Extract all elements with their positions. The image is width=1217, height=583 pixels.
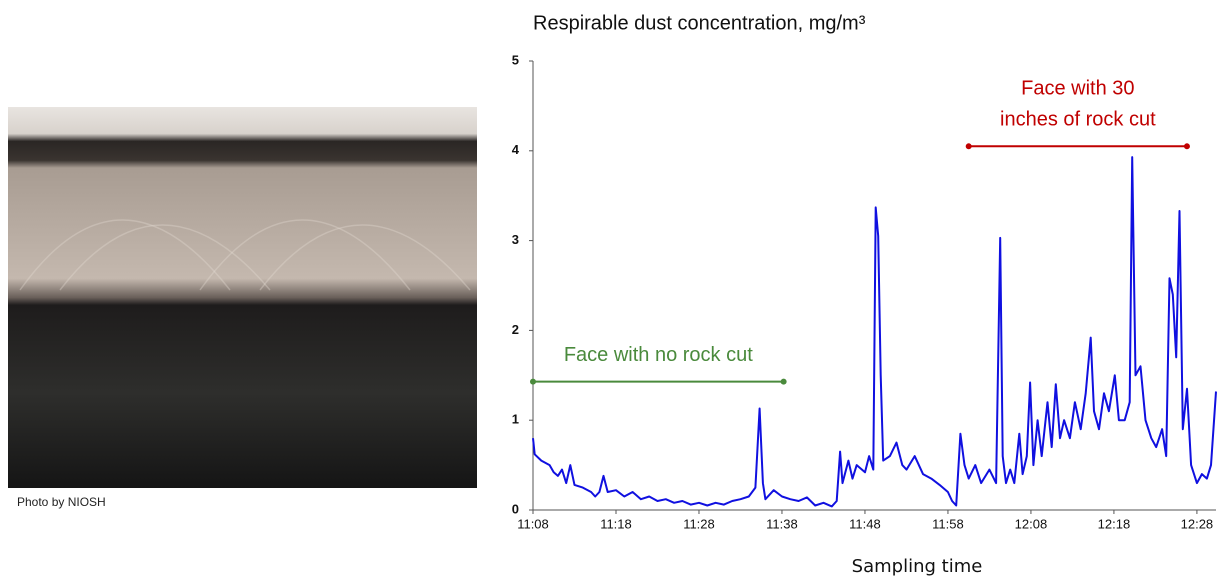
annotation-end xyxy=(1183,143,1190,150)
annotation-end xyxy=(530,378,536,385)
x-tick-label: 11:18 xyxy=(600,516,632,531)
y-tick-label: 5 xyxy=(512,52,519,67)
x-tick-label: 11:28 xyxy=(683,516,715,531)
y-tick-label: 0 xyxy=(512,501,519,516)
annotation-end xyxy=(780,378,787,385)
data-line xyxy=(532,156,1217,508)
y-tick-label: 2 xyxy=(512,322,519,337)
x-tick-label: 11:58 xyxy=(932,516,964,531)
photo-texture xyxy=(19,219,471,291)
photo-caption: Photo by NIOSH xyxy=(17,495,106,509)
annotation-text: Face with no rock cut xyxy=(564,344,753,366)
x-tick-label: 11:08 xyxy=(517,516,549,531)
x-tick-label: 11:48 xyxy=(849,516,881,531)
photo xyxy=(8,107,477,488)
chart-title: Respirable dust concentration, mg/m³ xyxy=(533,12,866,34)
photo-image xyxy=(8,107,477,488)
x-axis-label: Sampling time xyxy=(852,556,983,577)
annotation-text: inches of rock cut xyxy=(1000,109,1156,131)
x-tick-label: 12:18 xyxy=(1098,516,1131,531)
annotation-text: Face with 30 xyxy=(1021,78,1134,100)
x-tick-label: 12:08 xyxy=(1015,516,1048,531)
x-tick-label: 12:28 xyxy=(1181,516,1214,531)
y-tick-label: 3 xyxy=(512,232,519,247)
y-tick-label: 4 xyxy=(512,142,520,157)
annotation-end xyxy=(965,143,972,150)
y-tick-label: 1 xyxy=(512,412,519,427)
x-tick-label: 11:38 xyxy=(766,516,798,531)
